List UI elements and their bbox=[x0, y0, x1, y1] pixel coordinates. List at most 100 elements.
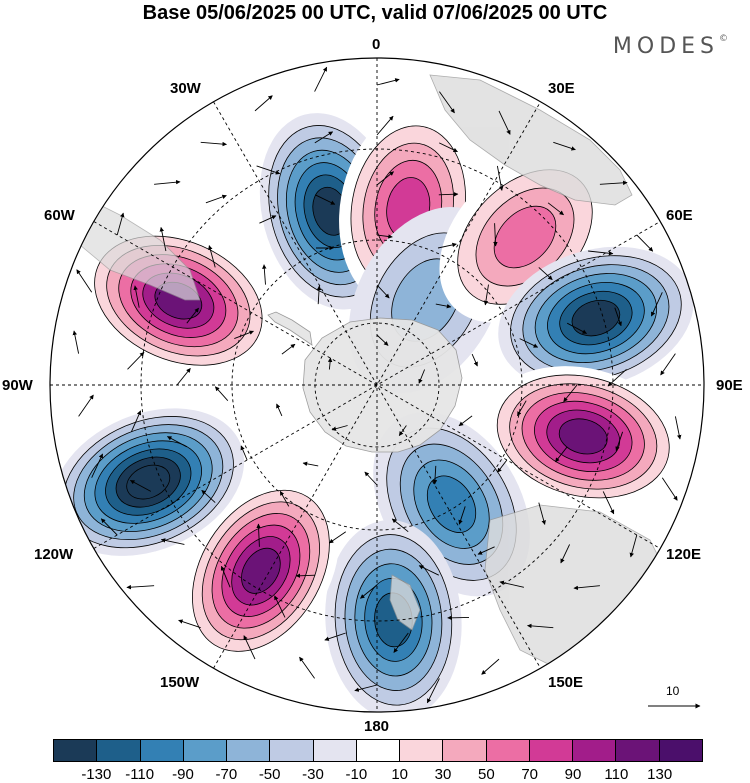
wind-vector bbox=[458, 506, 466, 525]
wind-vector bbox=[328, 531, 347, 544]
wind-vector bbox=[315, 194, 336, 205]
wind-vector bbox=[674, 416, 682, 440]
wind-vector bbox=[316, 285, 322, 305]
wind-vector bbox=[116, 212, 125, 236]
wind-vector bbox=[477, 546, 495, 555]
lon-label-150e: 150E bbox=[548, 674, 584, 691]
wind-vector bbox=[276, 403, 283, 417]
wind-vector bbox=[437, 242, 457, 249]
colorbar-tick-label: -90 bbox=[172, 766, 194, 783]
lon-label-120e: 120E bbox=[666, 546, 702, 563]
colorbar-bin bbox=[227, 740, 271, 761]
colorbar-tick-label: 70 bbox=[521, 766, 538, 783]
wind-vector bbox=[418, 565, 439, 576]
colorbar-bin bbox=[356, 740, 401, 761]
wind-vector bbox=[439, 142, 458, 153]
wind-vector bbox=[243, 635, 256, 660]
lon-label-120w: 120W bbox=[34, 546, 74, 563]
wind-vector bbox=[499, 580, 524, 588]
brand-logo: MODES© bbox=[612, 34, 728, 59]
antarctic-peninsula bbox=[267, 311, 313, 346]
colorbar-tick-label: -70 bbox=[215, 766, 238, 783]
wind-vector bbox=[274, 595, 286, 618]
colorbar-bin bbox=[313, 740, 357, 761]
colorbar-tick-label: 50 bbox=[477, 766, 495, 783]
wind-vector bbox=[167, 436, 188, 448]
wind-vector bbox=[498, 110, 511, 135]
colorbar-bin bbox=[270, 740, 314, 761]
wind-vector bbox=[76, 269, 93, 293]
colorbar-tick-label: -110 bbox=[125, 766, 155, 783]
colorbar-bin bbox=[659, 740, 702, 761]
colorbar-bin bbox=[573, 740, 617, 761]
colorbar-tick-label: -50 bbox=[258, 766, 281, 783]
wind-vector bbox=[376, 334, 389, 346]
wind-vector bbox=[240, 445, 248, 461]
wind-vector bbox=[72, 330, 80, 354]
wind-vector bbox=[376, 284, 390, 299]
wind-vector bbox=[636, 234, 654, 252]
wind-vector bbox=[160, 538, 185, 545]
reference-vector-label: 10 bbox=[666, 684, 680, 698]
wind-vector bbox=[205, 194, 227, 204]
map-border bbox=[49, 57, 705, 713]
wind-vector bbox=[254, 95, 273, 112]
wind-vector bbox=[130, 480, 152, 492]
map-title: Base 05/06/2025 00 UTC, valid 07/06/2025… bbox=[142, 2, 608, 24]
wind-vector bbox=[299, 656, 315, 679]
wind-vector bbox=[327, 357, 333, 370]
wind-vector bbox=[481, 658, 500, 675]
colorbar-tick-label: 130 bbox=[647, 766, 673, 783]
wind-vector bbox=[154, 179, 181, 185]
wind-vector bbox=[393, 632, 409, 653]
wind-vector bbox=[517, 400, 527, 417]
wind-vector bbox=[563, 384, 578, 402]
wind-vector bbox=[130, 410, 142, 432]
wind-vector bbox=[208, 245, 216, 268]
wind-vector bbox=[331, 425, 348, 431]
wind-vector bbox=[376, 78, 400, 86]
wind-vector bbox=[607, 368, 627, 387]
wind-vector bbox=[650, 292, 663, 317]
wind-vector bbox=[471, 353, 478, 367]
wind-vector bbox=[133, 285, 140, 308]
wind-vector bbox=[391, 518, 409, 533]
wind-vector bbox=[566, 322, 587, 334]
wind-vector bbox=[519, 338, 539, 348]
colorbar-bin bbox=[54, 740, 98, 761]
anomaly-center bbox=[52, 408, 245, 556]
lon-label-90e: 90E bbox=[716, 377, 743, 394]
wind-vector bbox=[439, 91, 455, 114]
anomaly-center bbox=[498, 246, 694, 390]
colorbar-ticks: -130 -110 -90 -70 -50 -30 -10 10 30 50 70 90 110 130 bbox=[53, 766, 703, 783]
wind-vector bbox=[615, 431, 624, 452]
wind-vector bbox=[376, 234, 393, 239]
wind-vector bbox=[376, 171, 394, 186]
wind-vector bbox=[560, 544, 571, 564]
colorbar-tick-label: 110 bbox=[604, 766, 629, 783]
wind-vector bbox=[629, 534, 638, 558]
wind-vector bbox=[214, 386, 229, 401]
wind-vector bbox=[458, 415, 473, 427]
wind-vector bbox=[100, 518, 118, 536]
wind-vector bbox=[555, 446, 568, 463]
new-zealand bbox=[389, 574, 421, 631]
wind-vector bbox=[186, 307, 199, 324]
lon-label-90w: 90W bbox=[2, 377, 33, 394]
colorbar-bin bbox=[400, 740, 444, 761]
wind-vector bbox=[497, 459, 508, 473]
anomaly-center bbox=[182, 478, 340, 663]
colorbar-bin bbox=[140, 740, 184, 761]
wind-vector bbox=[435, 303, 452, 309]
wind-vector bbox=[354, 684, 378, 692]
wind-vector bbox=[553, 141, 576, 151]
lon-label-180: 180 bbox=[364, 718, 390, 735]
wind-vector bbox=[398, 425, 407, 436]
wind-vector bbox=[432, 465, 438, 485]
colorbar-tick-label: -30 bbox=[302, 766, 324, 783]
wind-vector bbox=[127, 351, 145, 370]
colorbar-bin bbox=[443, 740, 487, 761]
wind-vector bbox=[295, 573, 316, 579]
wind-vector bbox=[447, 615, 470, 621]
